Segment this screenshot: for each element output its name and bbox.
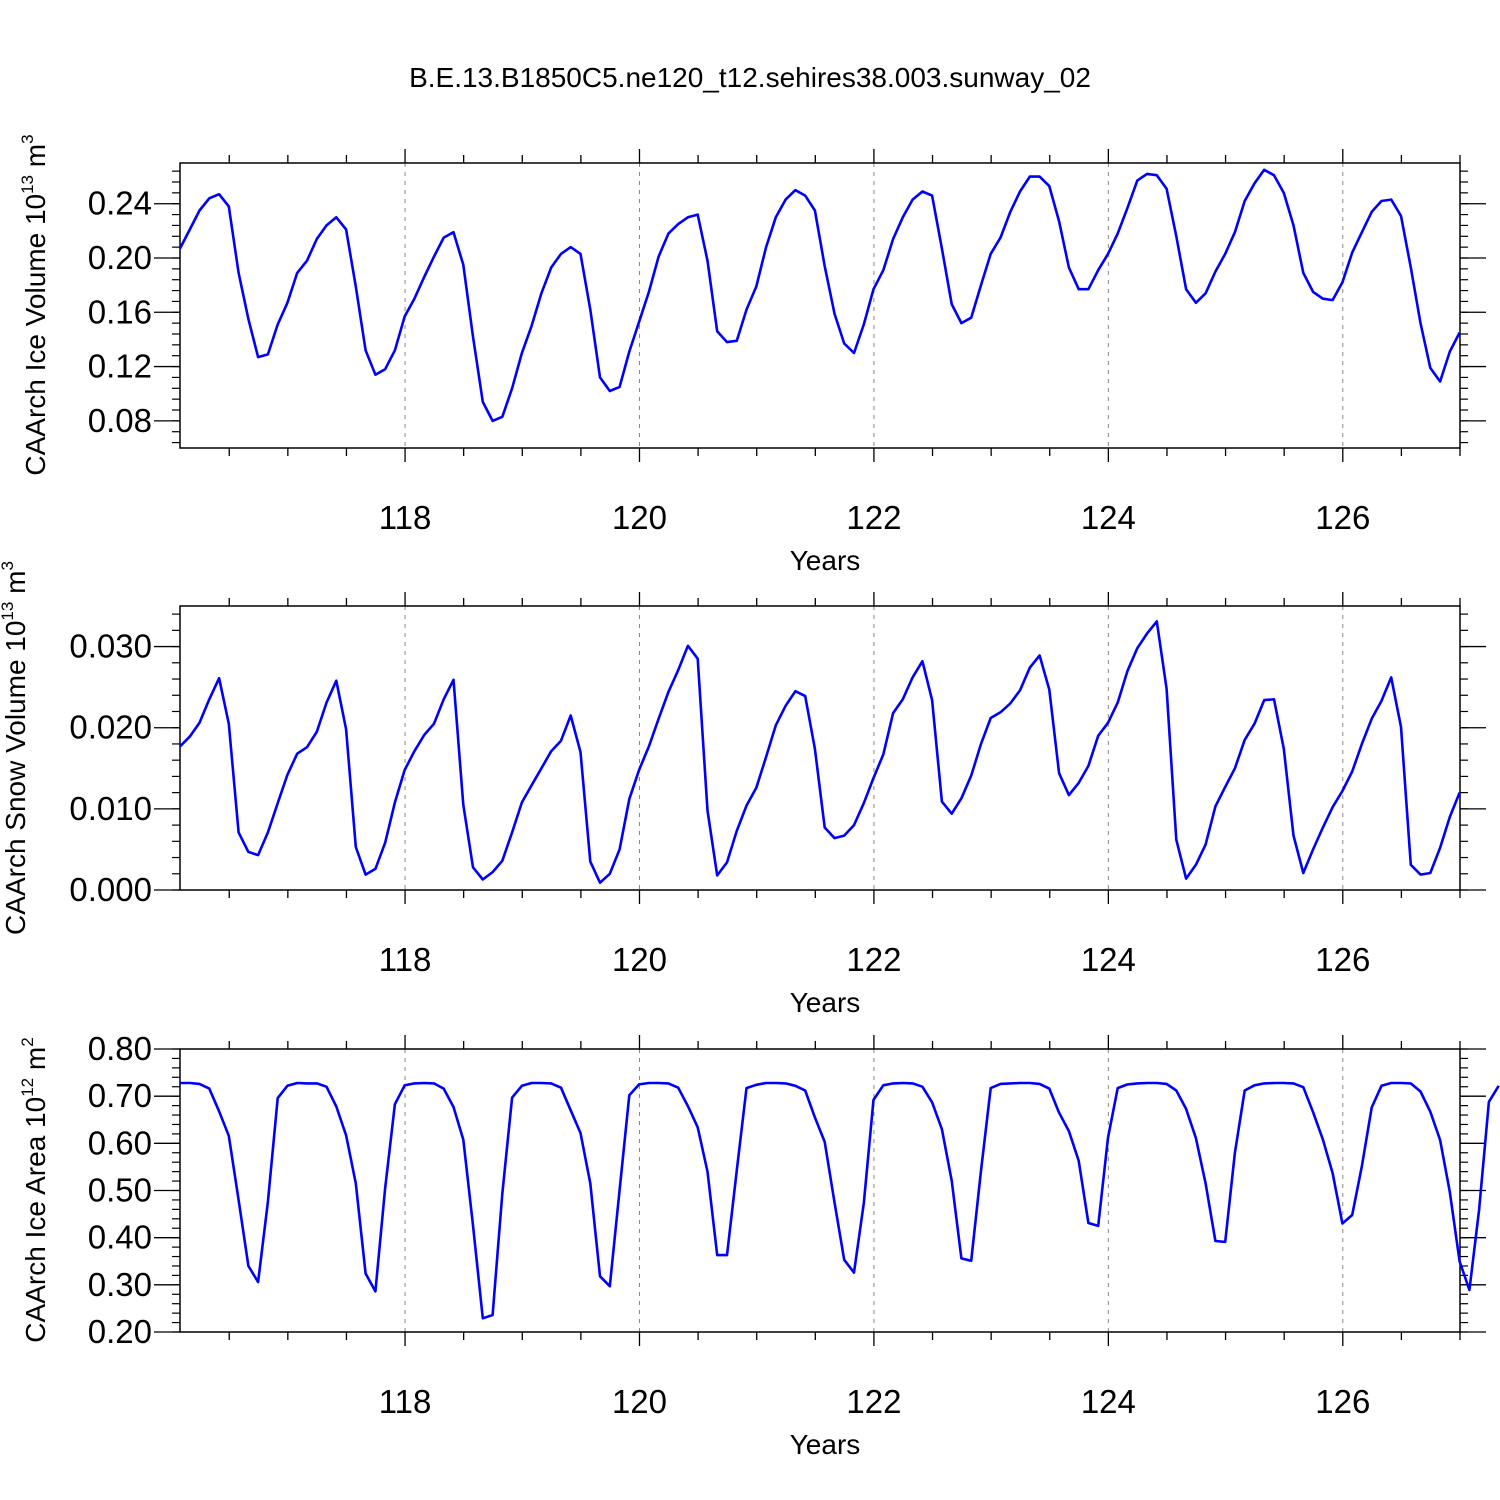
- plot-frame: [179, 162, 1461, 449]
- x-tick-label: 126: [1315, 499, 1370, 536]
- x-tick-label: 122: [846, 499, 901, 536]
- series-line: [179, 620, 1461, 884]
- y-axis-title: CAArch Ice Volume 1013 m3: [18, 134, 51, 475]
- x-tick-label: 124: [1081, 499, 1136, 536]
- x-tick-label: 118: [379, 499, 432, 536]
- y-tick-label: 0.20: [88, 239, 152, 276]
- y-tick-label: 0.010: [69, 790, 152, 827]
- x-tick-label: 126: [1315, 941, 1370, 978]
- series-line: [178, 168, 1461, 423]
- x-tick-label: 122: [846, 1383, 901, 1420]
- x-axis-title: Years: [790, 1429, 861, 1460]
- x-axis-title: Years: [790, 545, 861, 576]
- x-tick-label: 120: [612, 941, 667, 978]
- chart-title: B.E.13.B1850C5.ne120_t12.sehires38.003.s…: [409, 62, 1091, 93]
- y-axis-title: CAArch Snow Volume 1013 m3: [0, 561, 31, 935]
- x-axis-title: Years: [790, 987, 861, 1018]
- y-tick-label: 0.80: [88, 1030, 152, 1067]
- y-tick-label: 0.40: [88, 1219, 152, 1256]
- y-tick-label: 0.020: [69, 709, 152, 746]
- y-tick-label: 0.24: [88, 185, 152, 222]
- x-tick-label: 118: [379, 941, 432, 978]
- y-tick-label: 0.70: [88, 1077, 152, 1114]
- y-tick-label: 0.12: [88, 348, 152, 385]
- y-tick-label: 0.030: [69, 628, 152, 665]
- x-tick-label: 120: [612, 499, 667, 536]
- x-tick-label: 126: [1315, 1383, 1370, 1420]
- y-axis-title: CAArch Ice Area 1012 m2: [18, 1037, 51, 1342]
- x-tick-label: 118: [379, 1383, 432, 1420]
- x-tick-label: 120: [612, 1383, 667, 1420]
- y-tick-label: 0.08: [88, 402, 152, 439]
- series-line: [180, 1081, 1500, 1320]
- x-tick-label: 124: [1081, 941, 1136, 978]
- y-tick-label: 0.20: [88, 1313, 152, 1350]
- x-tick-label: 124: [1081, 1383, 1136, 1420]
- y-tick-label: 0.16: [88, 293, 152, 330]
- plot-frame: [179, 605, 1461, 891]
- y-tick-label: 0.30: [88, 1266, 152, 1303]
- x-tick-label: 122: [846, 941, 901, 978]
- y-tick-label: 0.000: [69, 871, 152, 908]
- y-tick-label: 0.50: [88, 1172, 152, 1209]
- plot-frame: [179, 1048, 1461, 1333]
- y-tick-label: 0.60: [88, 1124, 152, 1161]
